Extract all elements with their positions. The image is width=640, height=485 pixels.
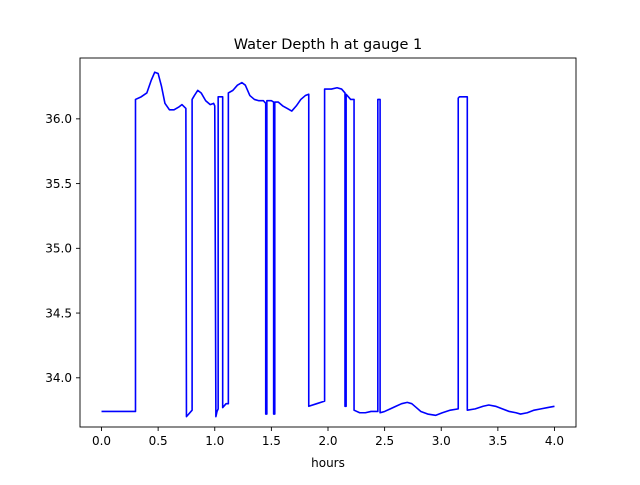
x-tick-label: 4.0 — [545, 434, 564, 448]
chart-title: Water Depth h at gauge 1 — [234, 37, 422, 53]
plot-frame — [79, 57, 577, 428]
x-tick-label: 0.5 — [149, 434, 168, 448]
x-tick-label: 2.5 — [375, 434, 394, 448]
y-tick-label: 34.5 — [45, 306, 72, 320]
x-tick-label: 1.5 — [262, 434, 281, 448]
y-tick-label: 35.0 — [45, 242, 72, 256]
y-axis: 34.0 34.5 35.0 35.5 36.0 — [45, 112, 80, 385]
y-tick-label: 34.0 — [45, 371, 72, 385]
x-tick-label: 3.5 — [488, 434, 507, 448]
x-tick-label: 0.0 — [92, 434, 111, 448]
x-tick-label: 3.0 — [432, 434, 451, 448]
y-tick-label: 36.0 — [45, 112, 72, 126]
x-tick-label: 2.0 — [318, 434, 337, 448]
x-tick-label: 1.0 — [205, 434, 224, 448]
series-line-1 — [101, 71, 555, 418]
x-axis-label: hours — [311, 456, 345, 470]
y-tick-label: 35.5 — [45, 177, 72, 191]
plot-area — [101, 71, 555, 418]
x-axis: 0.0 0.5 1.0 1.5 2.0 2.5 3.0 3.5 4.0 — [92, 427, 564, 448]
